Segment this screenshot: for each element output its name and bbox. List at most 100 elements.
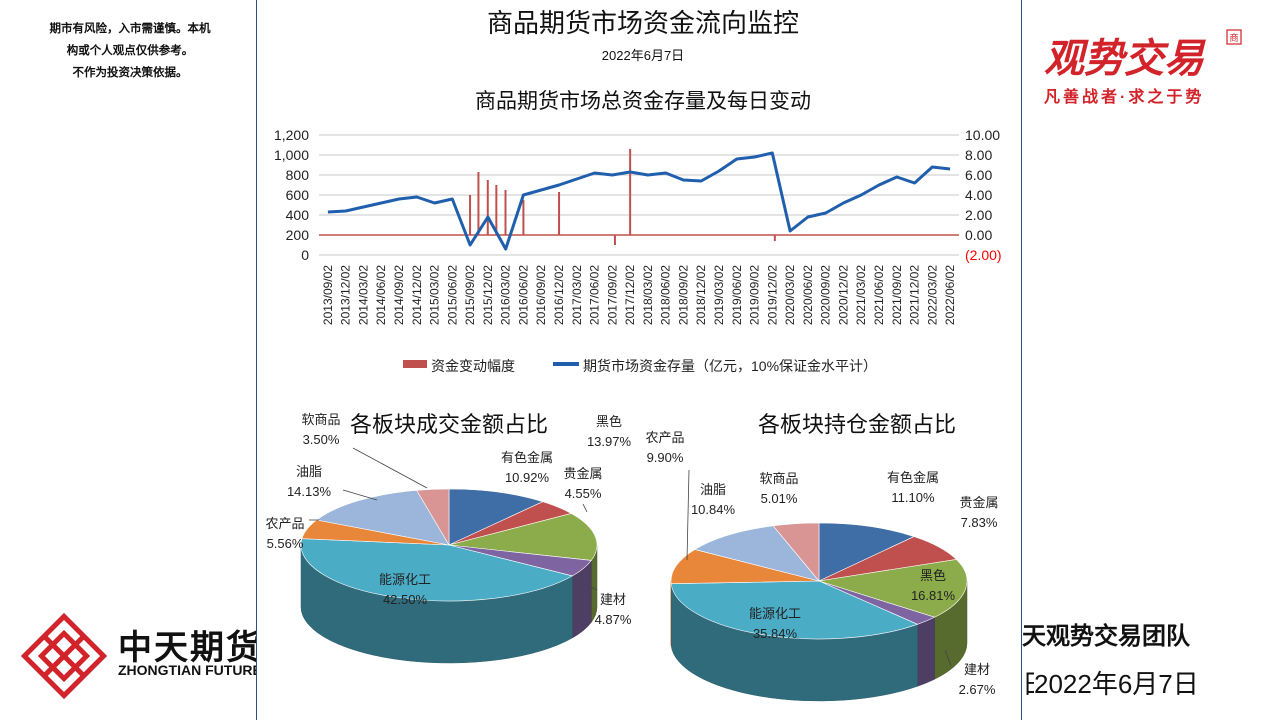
pie-label-name: 能源化工 [749,606,801,621]
x-tick-label: 2014/03/02 [356,265,370,325]
right-axis-tick-label: 0.00 [965,227,992,243]
left-axis-tick-label: 0 [301,247,309,263]
line-chart-title: 商品期货市场总资金存量及每日变动 [475,90,811,113]
x-tick-label: 2021/09/02 [890,265,904,325]
x-tick-label: 2015/06/02 [445,265,459,325]
x-tick-label: 2015/03/02 [428,265,442,325]
brand-slogan: 凡善战者·求之于势 [1044,87,1204,106]
pie-side-建材 [918,617,935,686]
pie-label-name: 油脂 [700,482,726,497]
company-logo: 中天期货 ZHONGTIAN FUTURES [20,608,256,708]
x-tick-label: 2015/12/02 [481,265,495,325]
change-bar [522,200,524,235]
x-tick-label: 2022/03/02 [925,265,939,325]
change-bar [558,192,560,235]
trading-share-pie: 各板块成交金额占比有色金属10.92%贵金属4.55%黑色13.97%建材4.8… [265,412,631,663]
x-tick-label: 2017/03/02 [570,265,584,325]
pie-label-name: 有色金属 [501,450,553,465]
pie-label-value: 7.83% [961,515,998,530]
x-tick-label: 2018/03/02 [641,265,655,325]
pie-label-value: 13.97% [587,434,632,449]
x-tick-label: 2017/12/02 [623,265,637,325]
x-tick-label: 2019/06/02 [730,265,744,325]
pie-label-value: 9.90% [647,450,684,465]
position-share-pie: 各板块持仓金额占比有色金属11.10%贵金属7.83%黑色16.81%建材2.6… [645,412,998,701]
pie-label-value: 10.92% [505,470,550,485]
report-panel: 商品期货市场资金流向监控 2022年6月7日 商品期货市场总资金存量及每日变动 1… [256,0,1022,720]
pie-title: 各板块成交金额占比 [350,412,548,437]
x-tick-label: 2020/09/02 [819,265,833,325]
pie-label-value: 16.81% [911,588,956,603]
x-tick-label: 2014/09/02 [392,265,406,325]
left-axis-tick-label: 400 [286,207,310,223]
risk-disclaimer: 期市有风险，入市需谨慎。本机 构或个人观点仅供参考。 不作为投资决策依据。 [20,18,240,84]
change-bar [504,190,506,235]
x-tick-label: 2019/03/02 [712,265,726,325]
pie-label-name: 能源化工 [379,572,431,587]
x-tick-label: 2016/03/02 [499,265,513,325]
change-bar [469,195,471,235]
x-tick-label: 2018/12/02 [694,265,708,325]
pie-title: 各板块持仓金额占比 [758,412,956,437]
right-axis-tick-label: 2.00 [965,207,992,223]
x-tick-label: 2021/03/02 [854,265,868,325]
report-canvas: 商品期货市场资金流向监控 2022年6月7日 商品期货市场总资金存量及每日变动 1… [257,0,1021,720]
pie-label-value: 14.13% [287,484,332,499]
brand-logo: 观势交易 商 凡善战者·求之于势 [1040,20,1250,110]
x-tick-label: 2021/06/02 [872,265,886,325]
x-tick-label: 2017/09/02 [605,265,619,325]
x-tick-label: 2015/09/02 [463,265,477,325]
pie-label-value: 35.84% [753,626,798,641]
legend-label-line: 期货市场资金存量（亿元，10%保证金水平计） [583,358,877,374]
x-tick-label: 2014/12/02 [410,265,424,325]
x-tick-label: 2021/12/02 [908,265,922,325]
pie-label-name: 贵金属 [959,495,998,510]
disclaimer-line: 构或个人观点仅供参考。 [20,40,240,62]
disclaimer-line: 期市有风险，入市需谨慎。本机 [20,18,240,40]
pie-label-name: 建材 [600,592,626,607]
left-axis-tick-label: 600 [286,187,310,203]
legend-label-bar: 资金变动幅度 [431,358,515,374]
change-bar [495,185,497,235]
report-title: 商品期货市场资金流向监控 [487,8,799,38]
x-tick-label: 2020/03/02 [783,265,797,325]
pie-label-name: 农产品 [265,516,304,531]
x-tick-label: 2016/09/02 [534,265,548,325]
right-axis-tick-label: (2.00) [965,247,1002,263]
footer-date-value: 2022年6月7日 [1034,669,1199,699]
x-tick-label: 2020/12/02 [836,265,850,325]
x-tick-label: 2017/06/02 [588,265,602,325]
pie-label-value: 2.67% [959,682,996,697]
left-axis-tick-label: 1,200 [274,127,309,143]
x-tick-label: 2019/12/02 [765,265,779,325]
right-axis-tick-label: 6.00 [965,167,992,183]
change-bar [614,235,616,245]
change-bar [477,172,479,235]
pie-label-value: 3.50% [303,432,340,447]
left-axis-tick-label: 800 [286,167,310,183]
pie-label-name: 油脂 [296,464,322,479]
x-tick-label: 2014/06/02 [374,265,388,325]
pie-label-name: 黑色 [596,414,622,429]
footer-date: 日：2022年6月7日 [1022,664,1199,701]
right-axis-tick-label: 8.00 [965,147,992,163]
fund-flow-chart: 商品期货市场总资金存量及每日变动1,2001,00080060040020001… [274,90,1002,374]
report-date: 2022年6月7日 [602,48,684,63]
pie-label-value: 4.55% [565,486,602,501]
left-axis-tick-label: 1,000 [274,147,309,163]
pie-label-name: 软商品 [301,412,340,427]
pie-label-value: 42.50% [383,592,428,607]
x-tick-label: 2013/09/02 [321,265,335,325]
pie-label-value: 10.84% [691,502,736,517]
pie-label-value: 11.10% [891,490,935,505]
x-tick-label: 2016/06/02 [516,265,530,325]
knot-icon [20,608,110,708]
x-tick-label: 2016/12/02 [552,265,566,325]
change-bar [487,180,489,235]
pie-label-name: 有色金属 [887,470,939,485]
x-tick-label: 2018/06/02 [659,265,673,325]
left-axis-tick-label: 200 [286,227,310,243]
brand-name: 观势交易 [1044,37,1206,81]
x-tick-label: 2019/09/02 [748,265,762,325]
footer-date-prefix: 日： [1022,664,1034,701]
